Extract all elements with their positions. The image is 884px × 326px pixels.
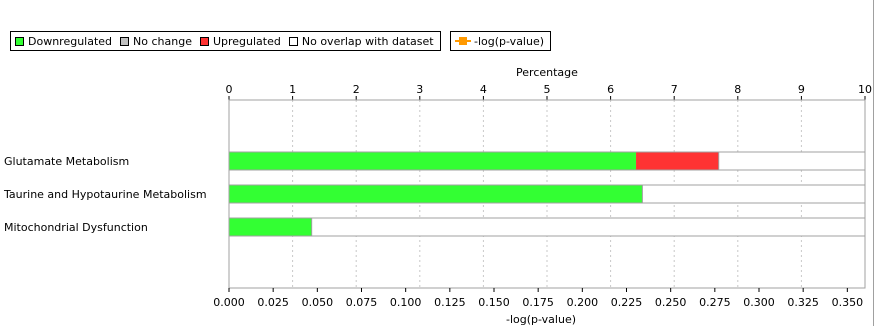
legend-label-downregulated: Downregulated — [28, 34, 113, 48]
legend-label-no-change: No change — [133, 34, 192, 48]
bars — [228, 151, 866, 237]
top-tick-label: 9 — [798, 83, 805, 96]
category-label: Taurine and Hypotaurine Metabolism — [3, 188, 207, 201]
legend-line-marker-icon — [455, 36, 471, 46]
legend-swatch-no-change — [120, 36, 130, 46]
legend-swatch-upregulated — [199, 36, 209, 46]
top-tick-label: 0 — [226, 83, 233, 96]
legend: Downregulated No change Upregulated No o… — [10, 31, 441, 51]
bar-outline — [228, 151, 866, 171]
gridlines — [292, 100, 802, 288]
top-tick-label: 2 — [353, 83, 360, 96]
category-label: Mitochondrial Dysfunction — [4, 221, 148, 234]
bottom-tick-label: 0.300 — [743, 296, 775, 309]
bottom-tick-label: 0.325 — [787, 296, 819, 309]
bottom-axis-ticks: 0.000 0.025 0.050 0.075 0.100 0.125 0.150 0.175… — [213, 288, 863, 309]
bottom-tick-label: 0.350 — [832, 296, 864, 309]
legend-label-log-p-value: -log(p-value) — [474, 34, 545, 48]
category-labels: Glutamate Metabolism Taurine and Hypotaur… — [3, 155, 207, 234]
bottom-tick-label: 0.125 — [434, 296, 466, 309]
bar-segment — [229, 152, 637, 170]
bottom-tick-label: 0.150 — [478, 296, 510, 309]
legend-swatch-downregulated — [15, 36, 24, 46]
legend-label-no-overlap: No overlap with dataset — [301, 34, 434, 48]
bar-outline — [228, 217, 866, 237]
bottom-tick-label: 0.250 — [655, 296, 687, 309]
bottom-axis-title: -log(p-value) — [506, 313, 576, 326]
legend-swatch-no-overlap — [288, 36, 298, 46]
legend-entry-log-p-value: -log(p-value) — [455, 35, 544, 48]
bottom-tick-label: 0.000 — [213, 296, 245, 309]
bar-segment — [636, 152, 719, 170]
legend-label-upregulated: Upregulated — [212, 34, 281, 48]
category-label: Glutamate Metabolism — [4, 155, 129, 168]
bottom-tick-label: 0.225 — [611, 296, 643, 309]
bottom-tick-label: 0.175 — [522, 296, 554, 309]
bar-segment — [311, 217, 866, 237]
bottom-tick-label: 0.200 — [567, 296, 599, 309]
bottom-tick-label: 0.050 — [302, 296, 334, 309]
legend-entry-upregulated: Upregulated — [199, 34, 281, 48]
top-axis-ticks: 0 1 2 3 4 5 6 7 8 9 10 — [226, 83, 872, 100]
bar-segment — [229, 218, 312, 236]
legend-entry-no-change: No change — [120, 35, 192, 48]
bottom-tick-label: 0.075 — [346, 296, 378, 309]
top-tick-label: 1 — [289, 83, 296, 96]
legend-entry-no-overlap: No overlap with dataset — [288, 34, 434, 48]
bar-segment — [229, 185, 643, 203]
legend-entry-downregulated: Downregulated — [15, 35, 112, 48]
top-axis-title: Percentage — [516, 66, 578, 79]
bottom-tick-label: 0.025 — [257, 296, 289, 309]
top-tick-label: 7 — [671, 83, 678, 96]
bar-segment — [718, 151, 866, 171]
bottom-tick-label: 0.275 — [699, 296, 731, 309]
top-tick-label: 4 — [480, 83, 487, 96]
bottom-tick-label: 0.100 — [390, 296, 422, 309]
top-tick-label: 5 — [544, 83, 551, 96]
top-tick-label: 8 — [734, 83, 741, 96]
bar-segment — [641, 184, 866, 204]
bar-outline — [228, 184, 866, 204]
legend-line: -log(p-value) — [450, 31, 552, 51]
top-tick-label: 6 — [607, 83, 614, 96]
top-tick-label: 3 — [416, 83, 423, 96]
top-tick-label: 10 — [858, 83, 872, 96]
